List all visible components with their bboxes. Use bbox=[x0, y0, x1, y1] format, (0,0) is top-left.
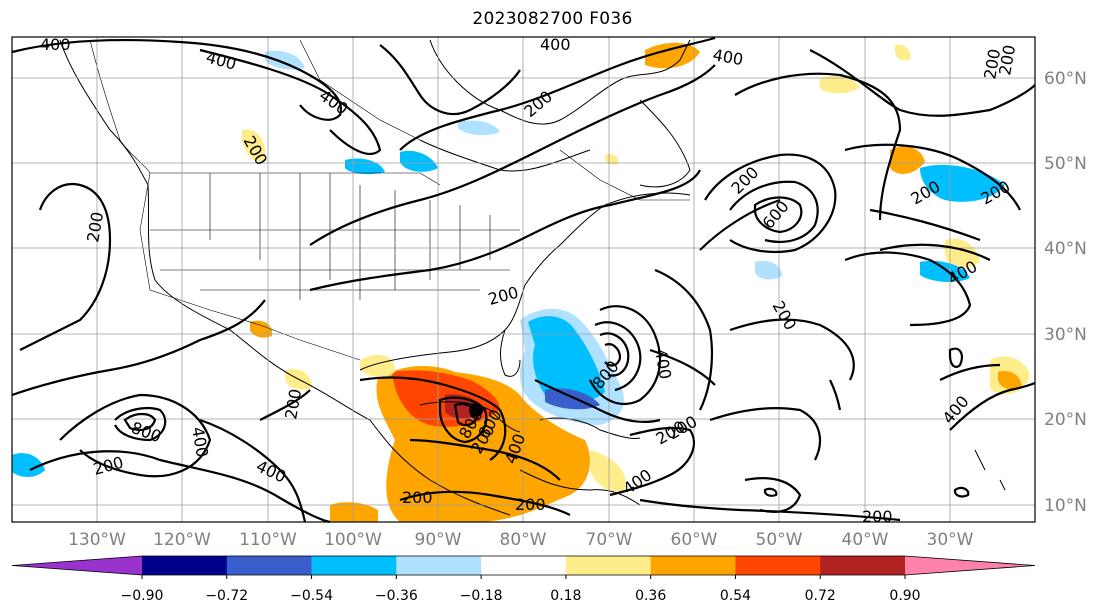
lon-tick-label: 30°W bbox=[927, 530, 974, 550]
colorbar-segment bbox=[142, 556, 228, 575]
lat-tick-label: 20°N bbox=[1044, 410, 1087, 430]
gridlines bbox=[12, 37, 1035, 522]
lat-tick-label: 50°N bbox=[1044, 154, 1087, 174]
contour-lines bbox=[11, 36, 1036, 524]
colorbar-segment bbox=[226, 556, 313, 575]
colorbar-tick-label: 0.36 bbox=[635, 588, 666, 604]
colorbar-segment bbox=[396, 556, 482, 575]
colorbar-tick-label: 0.54 bbox=[720, 588, 751, 604]
colorbar-tick-label: 0.72 bbox=[805, 588, 836, 604]
lon-tick-label: 90°W bbox=[415, 530, 462, 550]
contour-label: 400 bbox=[540, 35, 571, 54]
colorbar: −0.90 −0.72 −0.54 −0.36 −0.18 0.18 0.36 0.54 0.7… bbox=[11, 555, 1036, 604]
map-frame bbox=[11, 36, 1036, 523]
lat-tick-label: 30°N bbox=[1044, 325, 1087, 345]
lon-tick-label: 120°W bbox=[153, 530, 211, 550]
colorbar-segment bbox=[735, 556, 821, 575]
colorbar-extend-low bbox=[12, 556, 142, 575]
colorbar-segment bbox=[311, 556, 397, 575]
contour-label: 200 bbox=[515, 495, 546, 514]
lon-tick-label: 50°W bbox=[756, 530, 803, 550]
lat-tick-label: 10°N bbox=[1044, 496, 1087, 516]
lat-tick-label: 60°N bbox=[1044, 69, 1087, 89]
colorbar-tick-label: −0.72 bbox=[205, 588, 248, 604]
figure-title: 2023082700 F036 bbox=[472, 9, 633, 29]
lon-tick-label: 60°W bbox=[671, 530, 718, 550]
colorbar-segment bbox=[650, 556, 736, 575]
lon-tick-label: 110°W bbox=[239, 530, 297, 550]
colorbar-segment bbox=[565, 556, 652, 575]
colorbar-segment bbox=[820, 556, 906, 575]
longitude-labels: 130°W 120°W 110°W 100°W 90°W 80°W 70°W 6… bbox=[68, 530, 974, 550]
lat-tick-label: 40°N bbox=[1044, 239, 1087, 259]
lon-tick-label: 40°W bbox=[842, 530, 889, 550]
contour-label: 200 bbox=[862, 507, 893, 526]
colorbar-tick-label: −0.36 bbox=[375, 588, 418, 604]
lon-tick-label: 80°W bbox=[500, 530, 547, 550]
map-area: 400 400 400 200 200 200 400 200 200 400 … bbox=[11, 35, 1036, 526]
lon-tick-label: 100°W bbox=[324, 530, 382, 550]
shaded-field bbox=[12, 42, 1030, 522]
colorbar-tick-label: 0.90 bbox=[889, 588, 920, 604]
storm-center-marker bbox=[469, 403, 483, 417]
colorbar-segment bbox=[481, 556, 567, 575]
contour-label: 400 bbox=[40, 35, 71, 54]
political-borders bbox=[89, 39, 690, 361]
colorbar-tick-label: 0.18 bbox=[550, 588, 581, 604]
colorbar-tick-label: −0.54 bbox=[290, 588, 333, 604]
lon-tick-label: 130°W bbox=[68, 530, 126, 550]
contour-label: 200 bbox=[402, 488, 433, 507]
latitude-labels: 60°N 50°N 40°N 30°N 20°N 10°N bbox=[1044, 69, 1087, 516]
colorbar-extend-high bbox=[905, 556, 1035, 575]
colorbar-tick-label: −0.18 bbox=[460, 588, 503, 604]
coastlines bbox=[59, 39, 1006, 516]
lon-tick-label: 70°W bbox=[586, 530, 633, 550]
colorbar-tick-label: −0.90 bbox=[121, 588, 164, 604]
